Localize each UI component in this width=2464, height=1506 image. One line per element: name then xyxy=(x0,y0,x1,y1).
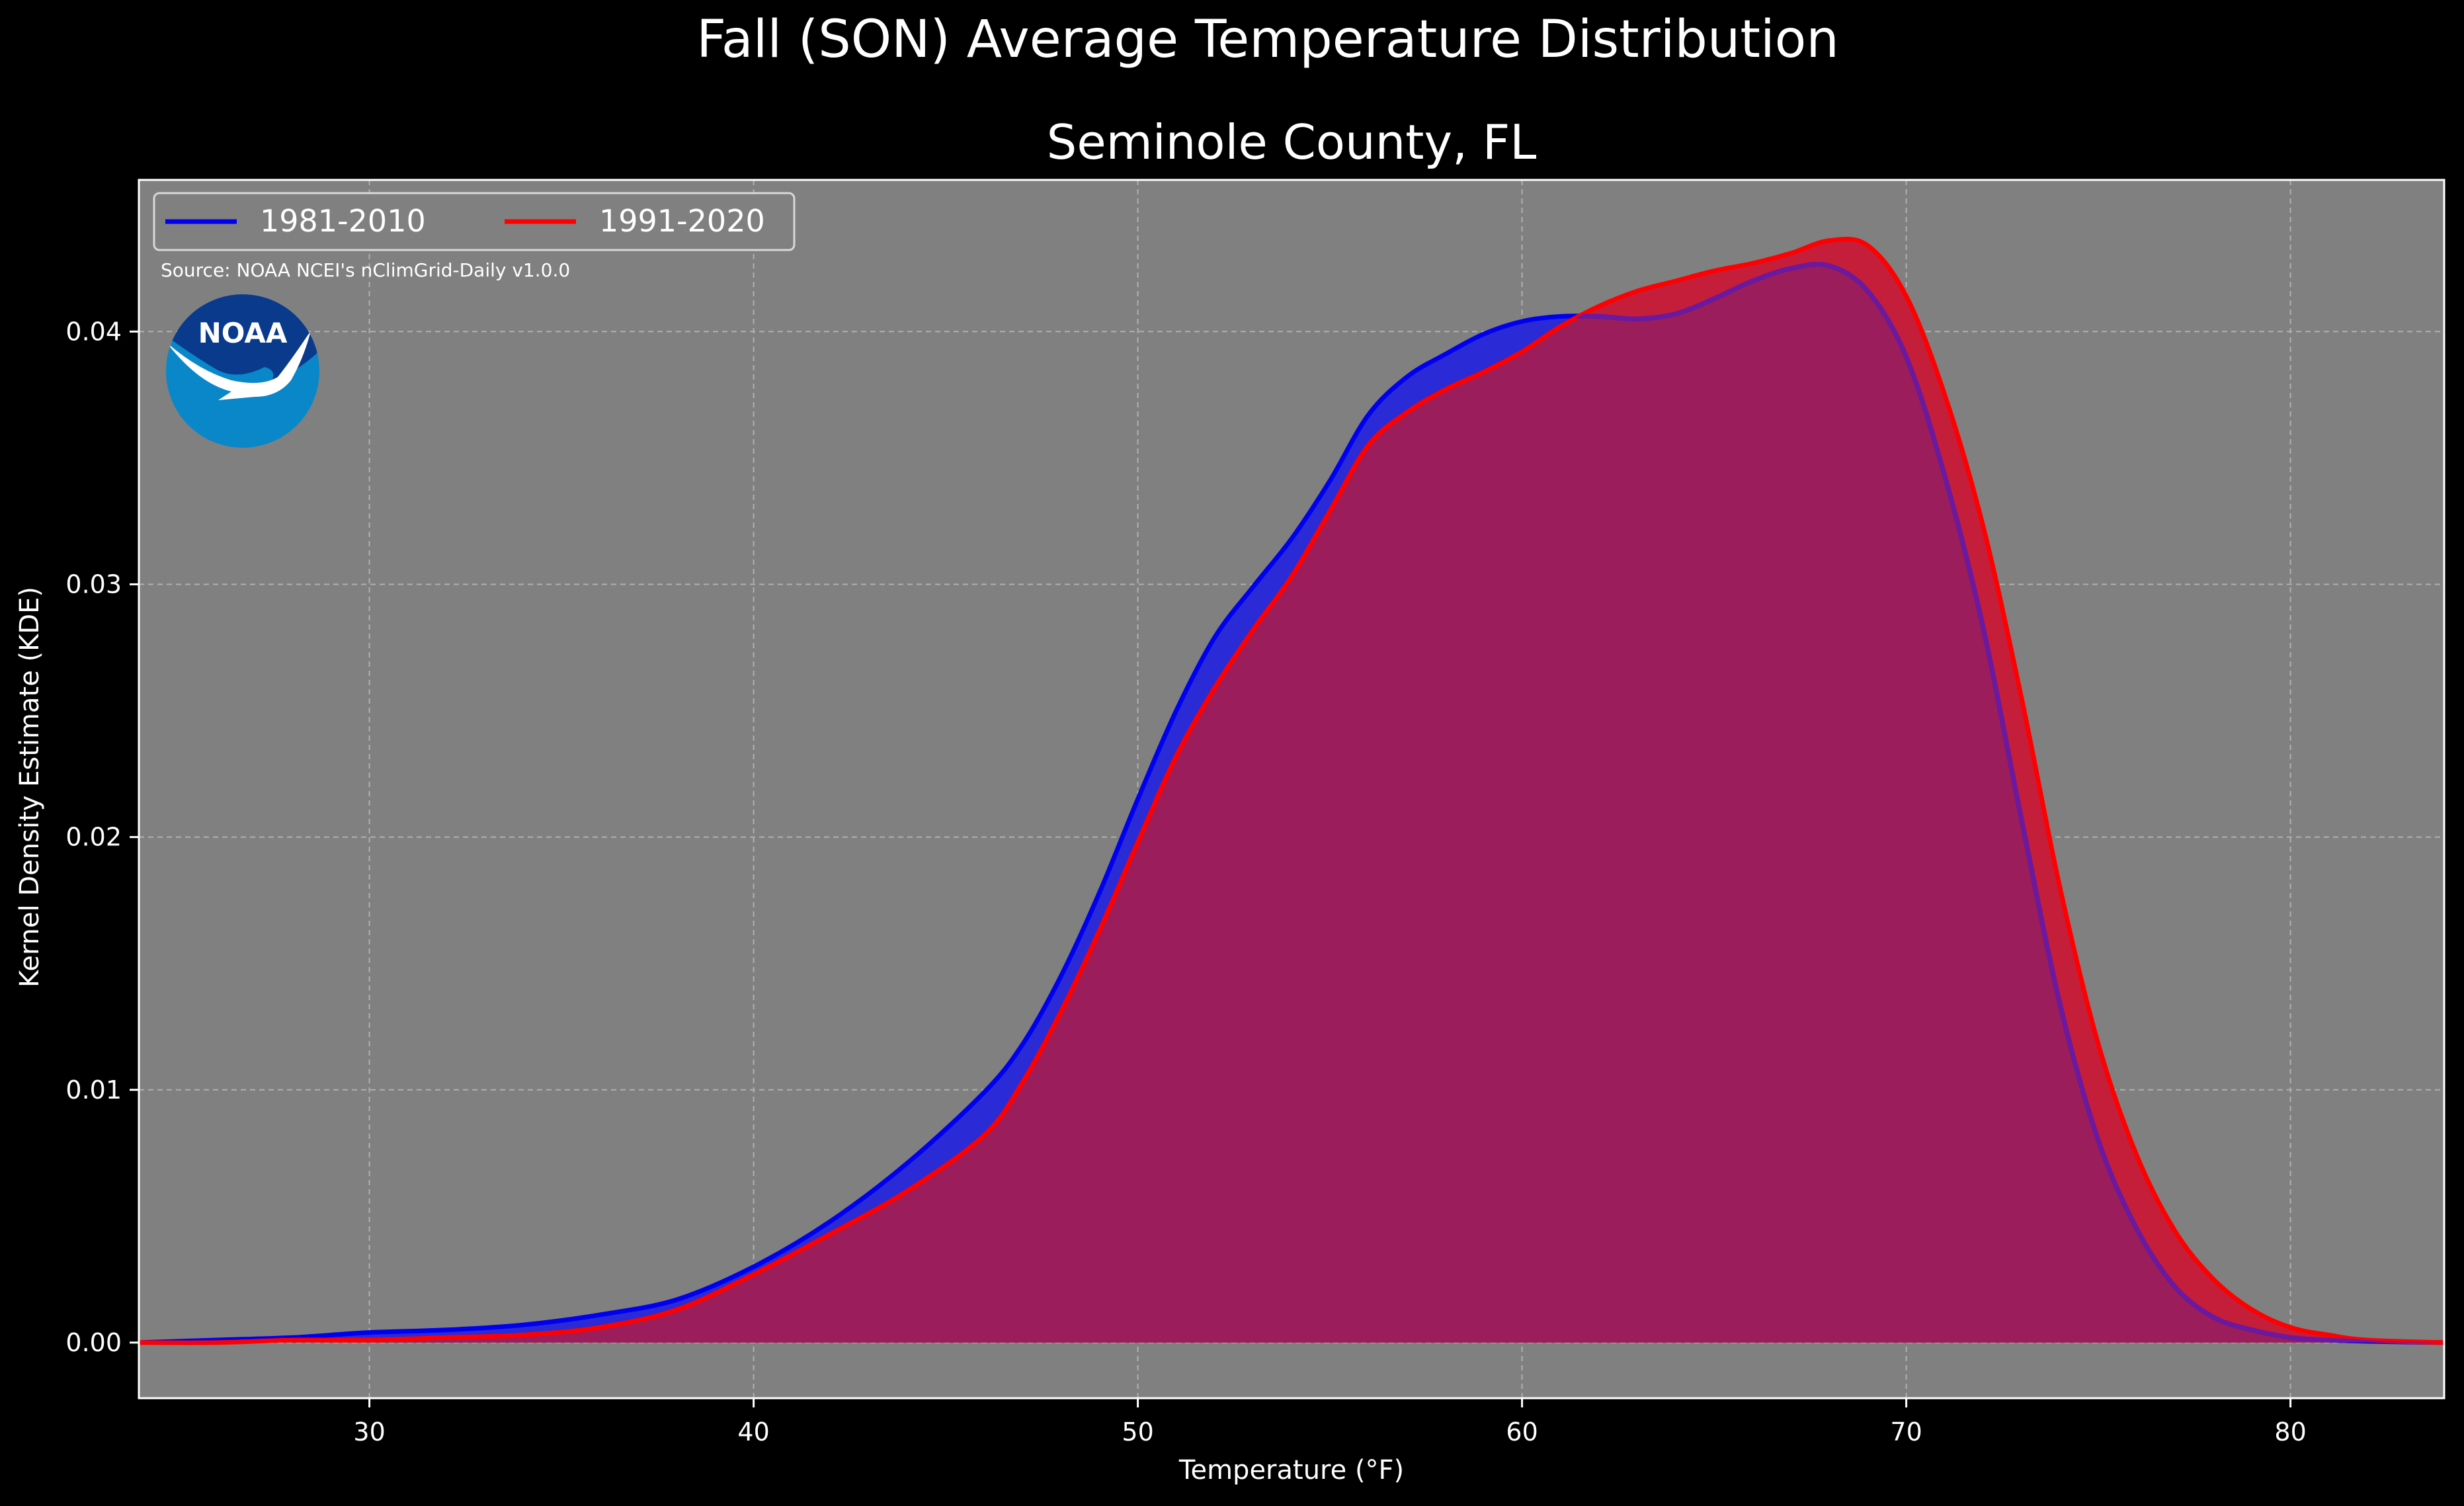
x-tick-label: 60 xyxy=(1506,1417,1538,1446)
source-note: Source: NOAA NCEI's nClimGrid-Daily v1.0… xyxy=(161,259,570,281)
x-tick-label: 70 xyxy=(1890,1417,1922,1446)
plot-frame xyxy=(138,179,2445,1400)
noaa-logo-text: NOAA xyxy=(198,317,288,349)
y-axis-ticks: 0.00 0.01 0.02 0.03 0.04 xyxy=(65,317,139,1357)
x-tick-label: 40 xyxy=(737,1417,769,1446)
x-tick-label: 50 xyxy=(1122,1417,1153,1446)
area-overlap xyxy=(139,264,2444,1343)
x-tick-label: 80 xyxy=(2274,1417,2306,1446)
y-axis-label: Kernel Density Estimate (KDE) xyxy=(15,587,45,987)
legend-box xyxy=(153,192,796,251)
y-tick-label: 0.01 xyxy=(65,1075,122,1105)
x-axis-ticks: 30 40 50 60 70 80 xyxy=(353,1398,2307,1446)
y-tick-label: 0.04 xyxy=(65,317,122,346)
y-tick-label: 0.03 xyxy=(65,569,122,599)
chart-title: Seminole County, FL xyxy=(1047,114,1537,170)
legend: 1981-2010 1991-2020 xyxy=(153,192,796,251)
line-1991-2020 xyxy=(139,237,2444,1345)
legend-label-1991-2020: 1991-2020 xyxy=(599,203,765,239)
y-tick-label: 0.02 xyxy=(65,823,122,852)
x-axis-label: Temperature (°F) xyxy=(1178,1455,1404,1485)
x-tick-label: 30 xyxy=(353,1417,385,1446)
chart-suptitle: Fall (SON) Average Temperature Distribut… xyxy=(696,10,1839,69)
legend-label-1981-2010: 1981-2010 xyxy=(260,203,426,239)
y-tick-label: 0.00 xyxy=(65,1328,122,1357)
density-areas xyxy=(139,237,2444,1345)
